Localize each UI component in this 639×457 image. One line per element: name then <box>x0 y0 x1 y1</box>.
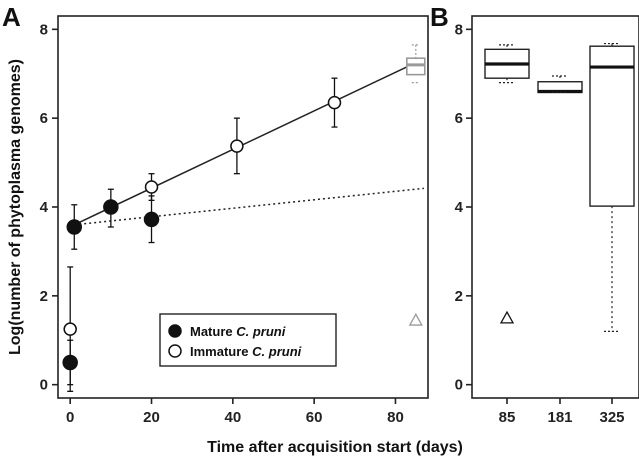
legend-box <box>159 313 337 367</box>
y-tick-label: 4 <box>40 199 49 216</box>
outlier-triangle <box>499 310 515 324</box>
panel-a-fit-lines <box>73 61 425 226</box>
y-tick-label: 2 <box>455 288 463 305</box>
x-tick-label: 80 <box>387 409 404 426</box>
y-tick-label: 2 <box>40 288 48 305</box>
x-tick-label: 40 <box>224 409 241 426</box>
panel-b-y-axis: 0 2 4 6 8 <box>455 21 472 394</box>
box-iqr <box>589 45 635 207</box>
grey-box <box>406 57 426 76</box>
mature-point <box>143 211 160 228</box>
mature-point <box>103 199 119 215</box>
x-tick-label: 0 <box>66 409 74 426</box>
immature-point <box>230 139 244 153</box>
panel-b-x-axis: 85 181 325 <box>499 398 625 426</box>
panel-a-y-axis: 0 2 4 6 8 <box>40 21 58 394</box>
x-axis-title: Time after acquisition start (days) <box>207 439 463 456</box>
legend-item-immature: Immature C. pruni <box>190 344 302 359</box>
legend-filled-circle-marker <box>168 324 182 338</box>
panel-a-data-points <box>62 77 342 392</box>
y-tick-label: 8 <box>40 21 48 38</box>
y-tick-label: 4 <box>455 199 464 216</box>
immature-trend-line <box>73 61 417 226</box>
y-tick-label: 8 <box>455 21 463 38</box>
x-tick-label: 20 <box>143 409 160 426</box>
panel-a-label: A <box>2 2 21 32</box>
y-tick-label: 0 <box>40 377 48 394</box>
panel-b-label: B <box>430 2 449 32</box>
immature-point <box>63 322 77 336</box>
y-tick-label: 6 <box>455 110 463 127</box>
legend: Mature C. pruni Immature C. pruni <box>159 313 337 367</box>
legend-open-circle-marker <box>168 344 182 358</box>
mature-point <box>66 219 83 235</box>
legend-item-mature: Mature C. pruni <box>190 324 286 339</box>
immature-point <box>327 95 342 110</box>
panel-b-boxplots <box>484 42 635 332</box>
x-tick-label: 85 <box>499 409 516 426</box>
y-tick-label: 0 <box>455 377 463 394</box>
x-tick-label: 181 <box>547 409 572 426</box>
x-tick-label: 60 <box>306 409 323 426</box>
panel-a-x-axis: 0 20 40 60 80 <box>66 398 404 426</box>
x-tick-label: 325 <box>599 409 624 426</box>
y-axis-title: Log(number of phytoplasma genomes) <box>7 59 24 355</box>
y-tick-label: 6 <box>40 110 48 127</box>
panel-a-extra-markers <box>406 44 426 326</box>
mature-trend-line <box>74 187 425 226</box>
immature-point <box>144 180 159 194</box>
grey-triangle-marker <box>408 312 423 326</box>
